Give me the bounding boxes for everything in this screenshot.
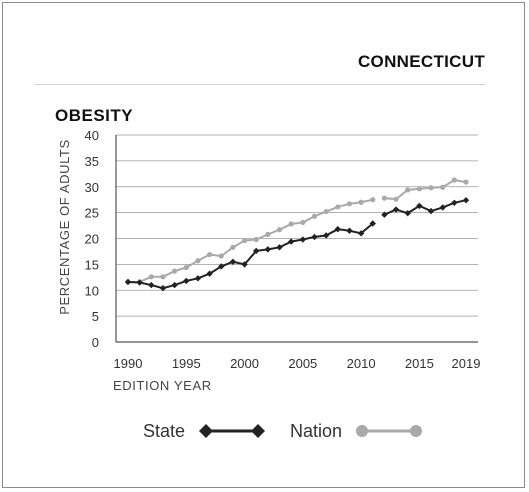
data-point-nation <box>300 219 306 226</box>
data-point-state <box>381 211 388 218</box>
legend-marker-state <box>199 424 213 438</box>
data-point-state <box>218 263 225 270</box>
data-point-state <box>276 244 283 251</box>
data-point-state <box>229 258 237 265</box>
data-point-nation <box>370 197 376 203</box>
data-point-nation <box>218 253 224 259</box>
y-ticks: 0 5 10 15 20 25 30 35 40 <box>85 128 99 350</box>
data-point-nation <box>253 236 259 243</box>
data-point-nation <box>288 221 294 227</box>
series-line-state <box>127 222 374 290</box>
data-point-nation <box>323 208 329 215</box>
series-line-nation <box>128 198 373 283</box>
data-point-state <box>183 277 190 285</box>
x-tick-label: 2019 <box>452 356 481 371</box>
data-point-state <box>392 206 400 213</box>
legend: State Nation <box>143 421 422 441</box>
data-point-nation <box>276 227 283 233</box>
x-ticks: 1990 1995 2000 2005 2010 2015 2019 <box>114 356 481 371</box>
data-point-nation <box>428 185 434 191</box>
y-tick-label: 30 <box>85 180 99 195</box>
data-point-nation <box>172 268 178 274</box>
data-point-state <box>346 227 353 234</box>
legend-marker-nation <box>410 425 422 437</box>
y-axis-label: PERCENTAGE OF ADULTS <box>57 139 72 315</box>
grid <box>115 134 478 343</box>
data-point-nation <box>405 187 411 193</box>
y-tick-label: 20 <box>85 232 99 247</box>
data-point-nation <box>451 177 457 183</box>
data-point-nation <box>335 204 341 210</box>
data-point-state <box>311 233 318 241</box>
legend-label-nation: Nation <box>290 421 342 441</box>
data-point-state <box>206 270 213 277</box>
data-point-state <box>404 209 411 217</box>
data-point-nation <box>265 231 271 237</box>
y-tick-label: 10 <box>85 283 99 298</box>
data-point-state <box>334 225 341 233</box>
legend-marker-state <box>251 424 265 438</box>
data-point-nation <box>463 179 469 185</box>
data-point-state <box>124 278 132 286</box>
data-point-nation <box>358 199 364 205</box>
data-point-state <box>136 279 143 286</box>
data-point-state <box>439 204 446 211</box>
y-tick-label: 5 <box>92 309 99 324</box>
data-point-state <box>194 275 202 282</box>
x-tick-label: 2010 <box>347 356 376 371</box>
chart-title: OBESITY <box>55 106 133 125</box>
series-layer <box>124 177 470 292</box>
data-point-nation <box>160 274 166 280</box>
data-point-nation <box>346 201 353 207</box>
data-point-state <box>462 197 470 204</box>
data-point-nation <box>241 237 248 244</box>
data-point-state <box>451 199 458 206</box>
series-line-nation <box>384 178 467 201</box>
data-point-state <box>148 281 155 289</box>
x-tick-label: 1995 <box>172 356 201 371</box>
data-point-nation <box>381 195 388 201</box>
y-tick-label: 35 <box>85 154 99 169</box>
data-point-nation <box>148 274 154 280</box>
data-point-nation <box>183 264 189 271</box>
y-tick-label: 0 <box>92 335 99 350</box>
x-tick-label: 2005 <box>288 356 317 371</box>
header-divider <box>34 84 485 85</box>
data-point-state <box>322 232 330 239</box>
data-point-state <box>171 281 178 289</box>
chart-frame <box>2 2 525 488</box>
x-tick-label: 2015 <box>405 356 434 371</box>
data-point-state <box>264 246 272 253</box>
y-tick-label: 40 <box>85 128 99 143</box>
x-tick-label: 1990 <box>114 356 143 371</box>
x-tick-label: 2000 <box>230 356 259 371</box>
data-point-state <box>299 236 307 243</box>
data-point-state <box>427 207 435 215</box>
data-point-state <box>253 247 260 255</box>
y-tick-label: 15 <box>85 257 99 272</box>
legend-label-state: State <box>143 421 185 441</box>
legend-marker-nation <box>356 425 368 437</box>
data-point-nation <box>195 258 201 264</box>
data-point-nation <box>230 244 236 250</box>
data-point-nation <box>311 213 318 219</box>
data-point-nation <box>440 184 446 190</box>
data-point-state <box>357 230 365 237</box>
data-point-nation <box>206 251 213 258</box>
y-tick-label: 25 <box>85 206 99 221</box>
data-point-nation <box>416 186 422 192</box>
data-point-state <box>369 220 376 227</box>
data-point-state <box>159 284 167 292</box>
data-point-state <box>416 202 423 210</box>
data-point-nation <box>393 196 399 202</box>
data-point-state <box>241 261 248 268</box>
x-axis-label: EDITION YEAR <box>113 378 212 393</box>
data-point-state <box>287 238 295 245</box>
state-name: CONNECTICUT <box>357 52 485 71</box>
